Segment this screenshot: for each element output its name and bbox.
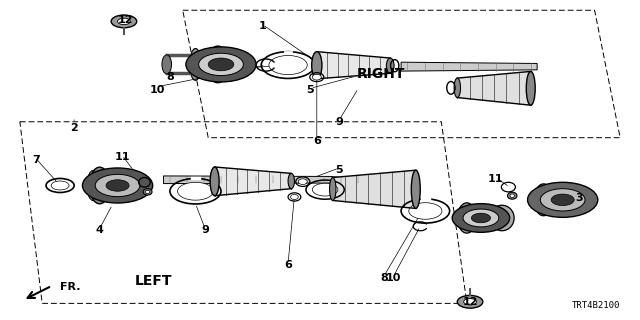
- Circle shape: [452, 204, 509, 232]
- Text: 6: 6: [284, 260, 292, 270]
- Text: 2: 2: [70, 123, 78, 133]
- Ellipse shape: [207, 46, 229, 83]
- Ellipse shape: [330, 178, 336, 200]
- Ellipse shape: [387, 58, 394, 73]
- Ellipse shape: [298, 179, 307, 185]
- Circle shape: [464, 299, 476, 305]
- Circle shape: [51, 181, 69, 190]
- Polygon shape: [458, 71, 531, 105]
- Text: 10: 10: [150, 85, 165, 95]
- Ellipse shape: [145, 190, 150, 194]
- Circle shape: [83, 168, 153, 203]
- Text: 9: 9: [201, 225, 209, 235]
- Text: 10: 10: [386, 273, 401, 283]
- Circle shape: [269, 55, 307, 75]
- Ellipse shape: [412, 170, 420, 208]
- Text: FR.: FR.: [60, 283, 81, 292]
- Ellipse shape: [526, 71, 535, 105]
- Ellipse shape: [189, 49, 201, 80]
- Text: 1: 1: [259, 21, 266, 31]
- Circle shape: [118, 18, 131, 25]
- Text: 5: 5: [335, 164, 343, 174]
- Circle shape: [458, 295, 483, 308]
- Polygon shape: [214, 167, 291, 196]
- Ellipse shape: [162, 55, 172, 74]
- Text: 3: 3: [575, 193, 582, 203]
- Polygon shape: [317, 52, 390, 79]
- Circle shape: [540, 189, 585, 211]
- Circle shape: [111, 15, 137, 28]
- Ellipse shape: [508, 192, 517, 199]
- Text: 8: 8: [380, 273, 388, 283]
- Circle shape: [177, 182, 213, 200]
- Text: RIGHT: RIGHT: [356, 67, 405, 81]
- Text: 6: 6: [313, 136, 321, 146]
- Polygon shape: [164, 176, 365, 184]
- Ellipse shape: [534, 184, 553, 216]
- Circle shape: [527, 182, 598, 217]
- Circle shape: [551, 194, 574, 205]
- Circle shape: [409, 203, 442, 219]
- Ellipse shape: [143, 189, 152, 195]
- Text: 8: 8: [166, 72, 174, 82]
- Ellipse shape: [210, 167, 219, 196]
- Ellipse shape: [90, 167, 110, 204]
- Ellipse shape: [288, 173, 294, 189]
- Text: 12: 12: [462, 297, 478, 307]
- Circle shape: [463, 209, 499, 227]
- Circle shape: [471, 213, 490, 223]
- Ellipse shape: [87, 170, 100, 201]
- Text: 4: 4: [96, 225, 104, 235]
- Text: LEFT: LEFT: [135, 274, 173, 288]
- Text: 12: 12: [118, 15, 133, 25]
- Text: 7: 7: [32, 155, 40, 165]
- Circle shape: [198, 53, 243, 76]
- Text: 5: 5: [307, 85, 314, 95]
- Text: 11: 11: [115, 152, 130, 162]
- Text: 9: 9: [335, 117, 343, 127]
- Ellipse shape: [291, 195, 298, 199]
- Ellipse shape: [454, 78, 461, 98]
- Circle shape: [186, 47, 256, 82]
- Text: TRT4B2100: TRT4B2100: [572, 301, 620, 310]
- Circle shape: [106, 180, 129, 191]
- Ellipse shape: [458, 203, 476, 233]
- Circle shape: [208, 58, 234, 71]
- Circle shape: [95, 174, 140, 197]
- Ellipse shape: [490, 205, 514, 231]
- Polygon shape: [333, 170, 416, 208]
- Text: 11: 11: [488, 174, 504, 184]
- Ellipse shape: [510, 194, 515, 197]
- Circle shape: [312, 183, 338, 196]
- Ellipse shape: [312, 52, 322, 79]
- Polygon shape: [401, 62, 537, 71]
- Ellipse shape: [312, 74, 321, 80]
